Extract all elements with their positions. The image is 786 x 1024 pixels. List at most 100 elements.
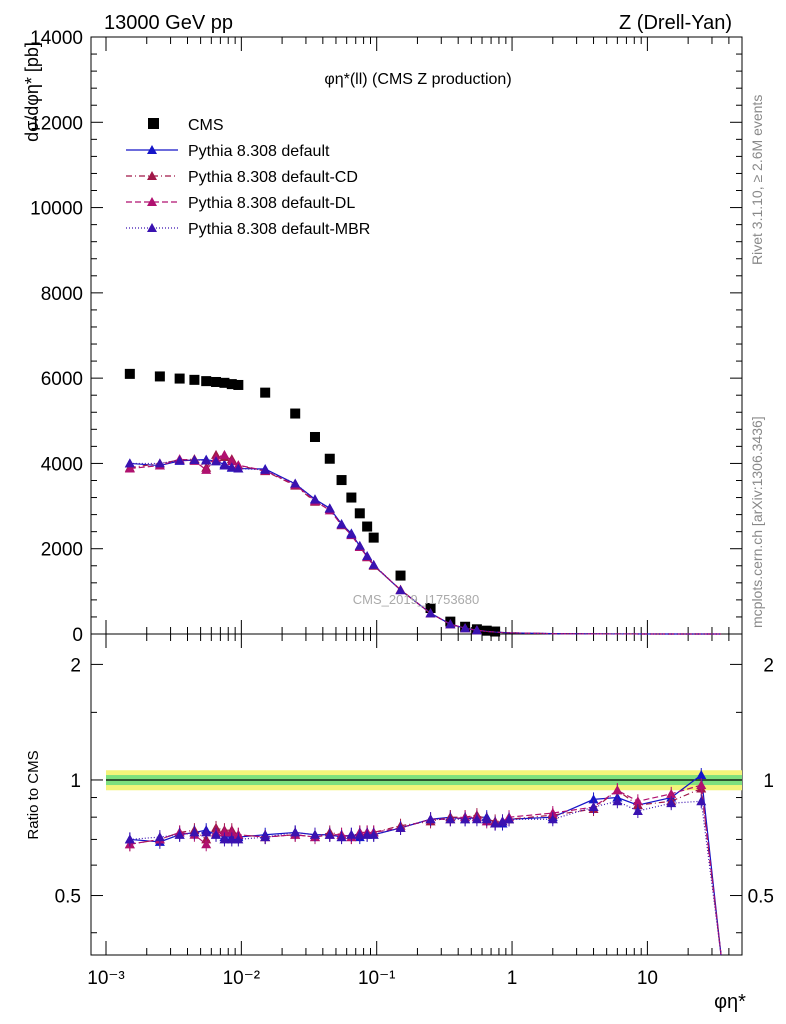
ratio-marker — [124, 834, 135, 844]
cms-data-point — [219, 377, 230, 388]
cms-data-point — [481, 625, 492, 636]
main-series — [124, 368, 722, 637]
mc-marker — [460, 623, 471, 633]
ratio-y-tick-label-right: 0.5 — [748, 887, 774, 908]
mc-marker — [201, 455, 212, 465]
mc-marker — [324, 503, 335, 513]
ratio-marker — [395, 822, 406, 832]
cms-data-point — [368, 532, 379, 543]
cms-data-point — [189, 374, 200, 385]
cms-data-point — [260, 387, 271, 398]
legend-swatch-marker — [147, 145, 157, 154]
plot-title: φη*(ll) (CMS Z production) — [324, 71, 511, 88]
ratio-marker — [368, 829, 379, 839]
mc-marker — [368, 559, 379, 569]
ratio-marker — [696, 780, 707, 790]
ratio-marker — [336, 832, 347, 842]
legend-swatch-cms — [148, 118, 159, 129]
ratio-marker — [460, 814, 471, 824]
legend-swatch-marker — [147, 197, 157, 206]
ratio-y-tick-label: 0.5 — [55, 887, 81, 908]
cms-data-point — [290, 408, 301, 419]
ratio-y-tick-label: 1 — [70, 771, 81, 792]
legend-swatch-marker — [147, 223, 157, 232]
mc-line — [129, 454, 722, 635]
cms-data-point — [336, 475, 347, 486]
legend-label: CMS — [188, 117, 224, 134]
cms-data-point — [324, 453, 335, 464]
ratio-ylabel: Ratio to CMS — [25, 750, 42, 839]
x-tick-label: 10⁻² — [223, 968, 261, 989]
ratio-marker — [632, 796, 643, 806]
y-tick-label: 12000 — [30, 113, 83, 134]
x-axis-label: φη* — [714, 991, 746, 1013]
y-tick-label: 6000 — [41, 369, 83, 390]
mc-marker — [445, 619, 456, 629]
x-tick-label: 1 — [507, 968, 518, 989]
ratio-marker — [481, 814, 492, 824]
cms-data-point — [154, 371, 165, 382]
y-tick-label: 4000 — [41, 454, 83, 475]
ratio-line — [129, 784, 722, 956]
ratio-marker — [154, 832, 165, 842]
ratio-y-tick-label: 2 — [70, 655, 81, 676]
ratio-marker — [219, 834, 230, 844]
ratio-marker — [201, 827, 212, 837]
mc-marker — [219, 460, 230, 470]
x-tick-label: 10⁻¹ — [358, 968, 396, 989]
ratio-marker — [354, 829, 365, 839]
cms-data-point — [233, 379, 244, 390]
ratio-marker — [504, 814, 515, 824]
ratio-marker — [632, 806, 643, 816]
mc-marker — [290, 478, 301, 488]
cms-data-point — [124, 368, 135, 379]
mc-line — [129, 458, 722, 635]
mc-marker — [233, 463, 244, 473]
mc-marker — [124, 458, 135, 468]
cms-data-point — [354, 508, 365, 519]
mc-marker — [346, 529, 357, 539]
legend-label: Pythia 8.308 default-MBR — [188, 221, 370, 238]
ratio-marker — [324, 829, 335, 839]
y-tick-label: 2000 — [41, 540, 83, 561]
mc-marker — [260, 464, 271, 474]
ratio-marker — [309, 829, 320, 839]
ratio-marker — [445, 814, 456, 824]
ratio-marker — [696, 796, 707, 806]
ratio-marker — [425, 814, 436, 824]
ratio-marker — [362, 829, 373, 839]
mc-marker — [211, 456, 222, 466]
axes: 0 2000 4000 6000 8000 10000 12000 14000 0.5 0.5 1 1… — [30, 28, 774, 989]
ratio-marker — [588, 802, 599, 812]
legend: CMS Pythia 8.308 default Pythia 8.308 defa… — [126, 117, 370, 238]
ratio-y-tick-label-right: 1 — [763, 771, 774, 792]
ratio-marker — [201, 839, 212, 849]
ratio-marker — [547, 814, 558, 824]
y-tick-label: 8000 — [41, 284, 83, 305]
ratio-marker — [226, 827, 237, 837]
cms-data-point — [395, 570, 406, 581]
ratio-series — [124, 768, 722, 956]
ratio-marker — [612, 785, 623, 795]
watermark: CMS_2019_I1753680 — [353, 592, 480, 607]
ratio-marker — [189, 827, 200, 837]
ratio-uncertainty-band — [106, 770, 742, 791]
ratio-line — [129, 800, 722, 956]
mc-marker — [174, 455, 185, 465]
mc-marker — [226, 462, 237, 472]
x-tick-label: 10 — [637, 968, 658, 989]
legend-label: Pythia 8.308 default-CD — [188, 169, 358, 186]
ratio-marker — [174, 829, 185, 839]
mc-marker — [354, 540, 365, 550]
ratio-marker — [290, 827, 301, 837]
ratio-marker — [666, 798, 677, 808]
cms-data-point — [309, 431, 320, 442]
y-tick-label: 10000 — [30, 199, 83, 220]
main-ylabel: dσ/dφη* [pb] — [22, 42, 42, 142]
ratio-marker — [346, 829, 357, 839]
cms-data-point — [201, 376, 212, 387]
ratio-y-tick-label-right: 2 — [763, 655, 774, 676]
mc-marker — [124, 463, 135, 473]
ratio-marker — [696, 770, 707, 780]
